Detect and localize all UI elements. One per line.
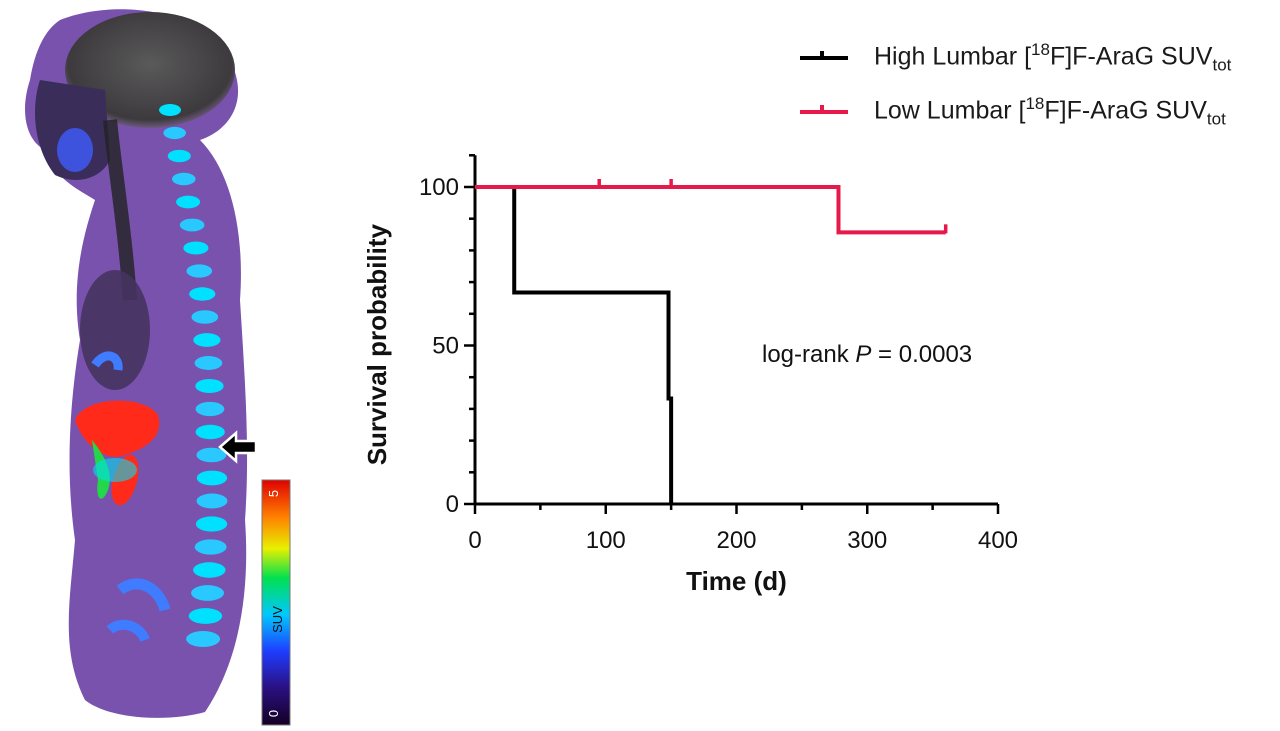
vertebra bbox=[193, 562, 226, 578]
vertebra bbox=[196, 447, 227, 463]
vertebra bbox=[195, 424, 225, 440]
survival-curve-high bbox=[475, 185, 674, 504]
survival-curve-low bbox=[475, 185, 946, 235]
vertebra bbox=[191, 585, 225, 601]
legend-label-low: Low Lumbar [18F]F-AraG SUVtot bbox=[874, 94, 1226, 129]
vertebra bbox=[186, 264, 213, 278]
legend-item-high: High Lumbar [18F]F-AraG SUVtot bbox=[800, 40, 1231, 75]
y-tick-label: 0 bbox=[446, 491, 459, 518]
y-tick-label: 100 bbox=[419, 174, 459, 201]
vertebra bbox=[176, 195, 201, 209]
vertebra bbox=[167, 149, 191, 163]
legend-label-high: High Lumbar [18F]F-AraG SUVtot bbox=[874, 40, 1232, 75]
x-tick-label: 400 bbox=[978, 527, 1018, 554]
vertebra bbox=[196, 493, 228, 509]
vertebra bbox=[195, 401, 225, 417]
x-axis-label: Time (d) bbox=[686, 566, 787, 596]
vertebra bbox=[195, 378, 224, 394]
legend-item-low: Low Lumbar [18F]F-AraG SUVtot bbox=[800, 94, 1226, 129]
x-tick-label: 200 bbox=[716, 527, 756, 554]
skull bbox=[65, 12, 235, 128]
pet-ct-sagittal-image bbox=[25, 9, 291, 726]
legend-swatch-high bbox=[800, 50, 848, 60]
vertebra bbox=[191, 310, 219, 324]
liver bbox=[75, 400, 160, 457]
vertebra bbox=[163, 126, 186, 140]
x-tick-label: 0 bbox=[468, 527, 481, 554]
vertebra bbox=[193, 333, 221, 347]
vertebra bbox=[194, 356, 223, 370]
vertebra bbox=[195, 516, 228, 532]
spine bbox=[159, 104, 228, 647]
vertebra bbox=[194, 539, 227, 555]
vertebra bbox=[179, 218, 205, 232]
y-tick-label: 50 bbox=[432, 333, 459, 360]
vertebra bbox=[196, 470, 228, 486]
vertebra bbox=[183, 241, 209, 255]
suv-colorbar bbox=[261, 479, 291, 726]
x-tick-label: 100 bbox=[586, 527, 626, 554]
vertebra bbox=[188, 608, 223, 624]
logrank-annotation: log-rank P = 0.0003 bbox=[762, 341, 972, 368]
vertebra bbox=[172, 172, 196, 186]
vertebra bbox=[189, 287, 216, 301]
vertebra bbox=[159, 104, 181, 116]
vertebra bbox=[186, 631, 221, 647]
x-tick-label: 300 bbox=[847, 527, 887, 554]
left-arrow-icon bbox=[218, 430, 258, 464]
legend-swatch-low bbox=[800, 104, 848, 114]
y-axis-label: Survival probability bbox=[362, 223, 392, 465]
